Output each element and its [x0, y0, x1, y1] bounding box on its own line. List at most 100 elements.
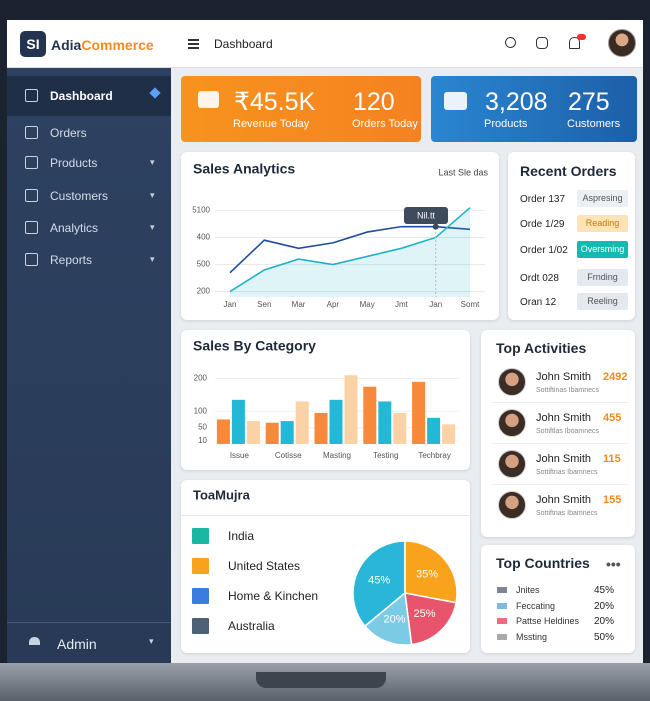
- order-status: Frnding: [577, 269, 628, 286]
- bell-icon[interactable]: [569, 37, 580, 49]
- avatar: [498, 368, 526, 396]
- bar: [231, 399, 245, 444]
- kpi-value: 275: [568, 88, 610, 116]
- tooltip: [404, 207, 448, 224]
- chevron: ▾: [150, 157, 155, 167]
- person-name: John Smith: [536, 371, 592, 383]
- y-tick-label: 500: [197, 260, 211, 269]
- nav-item[interactable]: Products: [50, 156, 98, 170]
- pie-slice: [363, 591, 413, 646]
- legend-swatch: [192, 528, 209, 544]
- divider: [181, 515, 470, 516]
- bar: [442, 424, 456, 444]
- pie-slice: [404, 592, 457, 646]
- nav-icon: [25, 221, 38, 234]
- activity-sub: Sottiftlas Iboamnecs: [536, 428, 600, 435]
- bar: [265, 422, 279, 444]
- base-notch: [256, 672, 386, 688]
- order-id: Ordt 028: [520, 273, 559, 284]
- activity-value: 2492: [603, 371, 628, 383]
- divider: [7, 622, 171, 623]
- person-name: John Smith: [536, 453, 592, 465]
- line: [229, 225, 471, 274]
- flag: [497, 587, 507, 593]
- nav-item[interactable]: Reports: [50, 253, 93, 267]
- avatar[interactable]: [608, 29, 636, 57]
- x-tick-label: Masting: [323, 451, 351, 460]
- country-value: 45%: [594, 585, 615, 596]
- card-title: Top Activities: [496, 340, 587, 356]
- more-icon[interactable]: •••: [606, 556, 621, 572]
- legend-label: United States: [228, 559, 300, 573]
- chevron: ▾: [150, 190, 155, 200]
- user-name[interactable]: Admin: [57, 636, 97, 652]
- kpi-label: Products: [484, 118, 528, 130]
- y-tick-label: 200: [194, 374, 208, 383]
- divider: [491, 402, 629, 403]
- country-value: 20%: [594, 616, 615, 627]
- x-tick-label: Jmt: [395, 300, 409, 309]
- kpi-icon: [444, 92, 467, 110]
- order-id: Order 1/02: [520, 245, 568, 256]
- bar: [344, 375, 358, 444]
- notification-badge: [577, 34, 586, 40]
- charts: Sales Analytics Last Sle das 5100 400 500 200…: [192, 161, 488, 646]
- page-title: Dashboard: [214, 37, 273, 51]
- activity-value: 455: [603, 412, 622, 424]
- legend-swatch: [192, 618, 209, 634]
- pie-label: 20%: [383, 613, 405, 625]
- x-tick-label: Somt: [461, 300, 480, 309]
- order-status: Reading: [577, 215, 628, 232]
- legend-label: Home & Kinchen: [228, 589, 318, 603]
- kpi-label: Revenue Today: [233, 118, 310, 130]
- order-id: Oran 12: [520, 297, 557, 308]
- sidebar: [7, 20, 171, 663]
- bar: [363, 386, 377, 444]
- search-icon[interactable]: [505, 37, 516, 48]
- chart-title: Sales Analytics: [193, 161, 295, 177]
- brand-b: Commerce: [81, 37, 154, 53]
- chevron: ▾: [149, 636, 154, 646]
- pie-label: 25%: [414, 608, 436, 620]
- nav-icon: [25, 253, 38, 266]
- bar: [295, 401, 309, 444]
- card-title: Top Countries: [496, 555, 590, 571]
- flag: [497, 602, 507, 609]
- bar: [280, 421, 294, 444]
- bar: [246, 421, 260, 444]
- x-tick-label: Sen: [257, 300, 271, 309]
- y-tick-label: 400: [197, 233, 211, 242]
- x-tick-label: Testing: [373, 451, 398, 460]
- bar: [216, 419, 230, 444]
- user-icon: [29, 637, 40, 645]
- country: Mssting: [516, 631, 548, 642]
- annotation: Nil.tt: [417, 210, 435, 220]
- avatar: [498, 491, 526, 519]
- bezel: [0, 0, 650, 20]
- menu-icon[interactable]: [188, 39, 199, 41]
- nav-item[interactable]: Customers: [50, 189, 109, 203]
- nav-item[interactable]: Dashboard: [50, 89, 113, 103]
- chevron: ▾: [150, 222, 155, 232]
- top-bar: [171, 20, 643, 68]
- y-tick-label: 10: [198, 436, 207, 445]
- y-tick-label: 50: [198, 423, 207, 432]
- chart-title: Sales By Category: [193, 338, 316, 354]
- y-tick-label: 200: [197, 287, 211, 296]
- card-title: Recent Orders: [520, 163, 617, 179]
- bar: [378, 401, 392, 444]
- line: [229, 207, 471, 293]
- order-status: Reeling: [577, 293, 628, 310]
- logo: SI: [20, 31, 46, 57]
- order-id: Orde 1/29: [520, 219, 565, 230]
- flag: [497, 633, 507, 640]
- settings-icon[interactable]: [536, 37, 548, 49]
- nav-item[interactable]: Analytics: [50, 221, 99, 235]
- x-tick-label: Jan: [224, 300, 237, 309]
- country: Jnites: [516, 585, 540, 595]
- activity-value: 115: [603, 453, 621, 465]
- nav-item[interactable]: Orders: [50, 126, 87, 140]
- x-tick-label: Techbray: [418, 451, 450, 460]
- nav-icon: [25, 189, 38, 202]
- legend-swatch: [192, 558, 209, 574]
